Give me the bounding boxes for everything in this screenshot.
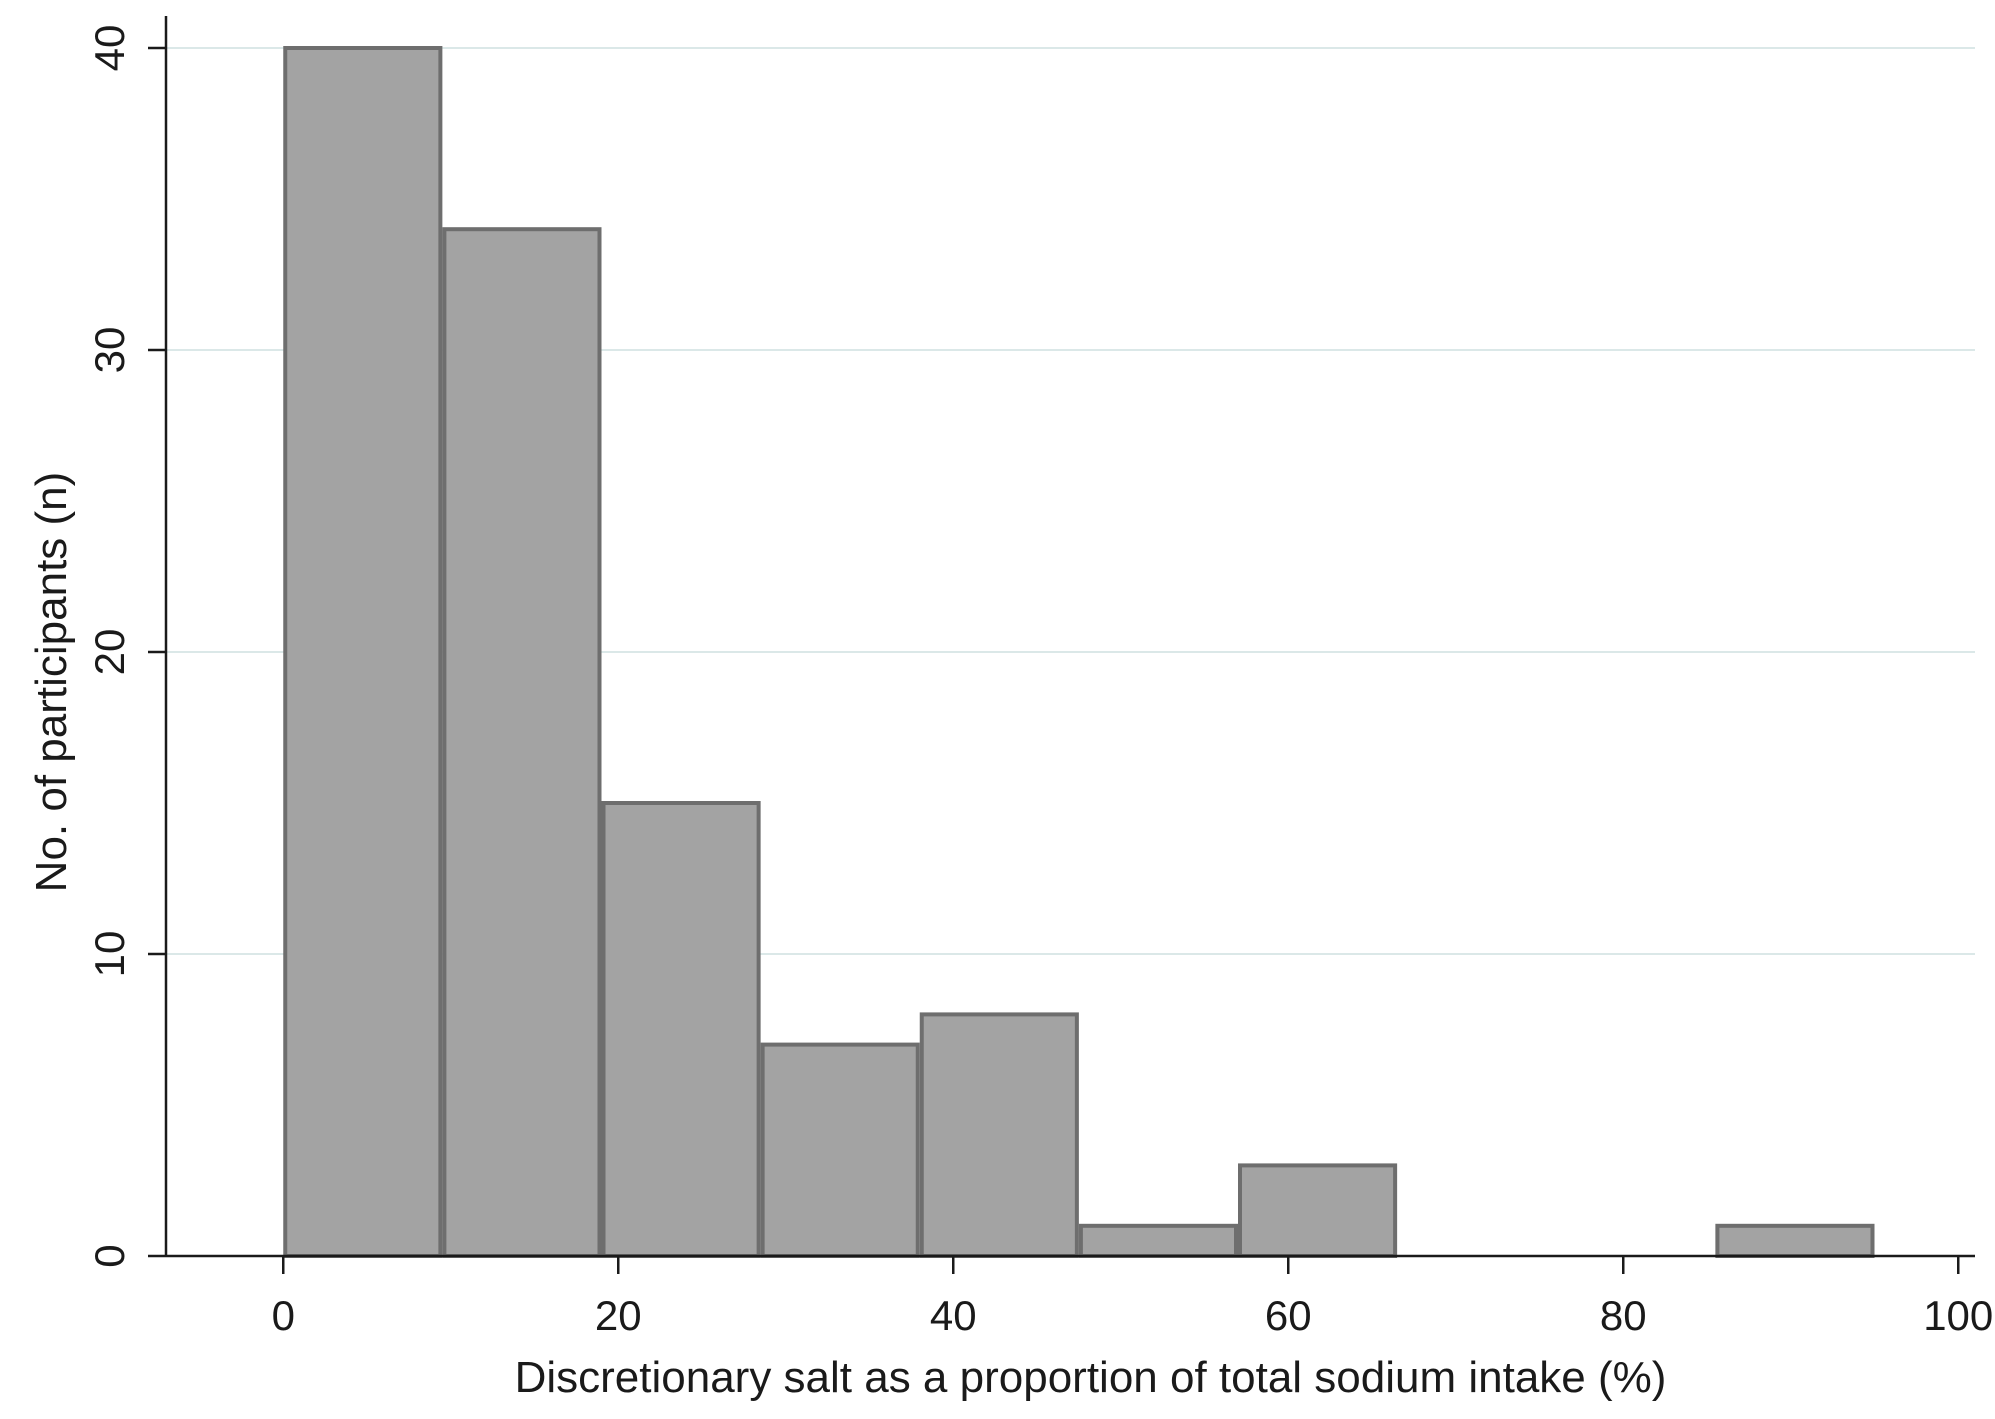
x-tick-label-80: 80 — [1600, 1292, 1647, 1339]
y-tick-label-40: 40 — [86, 25, 133, 72]
y-tick-label-0: 0 — [86, 1244, 133, 1267]
histogram-bar-9 — [1715, 1223, 1875, 1259]
histogram-bar-4 — [919, 1012, 1079, 1259]
x-tick-label-40: 40 — [930, 1292, 977, 1339]
histogram-bar-5 — [1078, 1223, 1238, 1259]
histogram-bar-6 — [1238, 1163, 1398, 1259]
y-tick-label-20: 20 — [86, 629, 133, 676]
x-tick-label-60: 60 — [1265, 1292, 1312, 1339]
y-axis-label: No. of participants (n) — [27, 472, 76, 893]
histogram-bar-1 — [442, 227, 602, 1259]
tick-labels: 0 20 40 60 80 100 0 10 20 30 40 — [86, 25, 1993, 1339]
y-tick-label-10: 10 — [86, 931, 133, 978]
histogram-bar-0 — [283, 46, 443, 1258]
y-tick-label-30: 30 — [86, 327, 133, 374]
x-tick-label-100: 100 — [1923, 1292, 1993, 1339]
axes — [148, 16, 1975, 1274]
histogram-bar-3 — [760, 1042, 920, 1258]
x-tick-label-20: 20 — [595, 1292, 642, 1339]
histogram-bar-2 — [601, 801, 761, 1258]
x-axis-label: Discretionary salt as a proportion of to… — [515, 1353, 1667, 1402]
x-tick-label-0: 0 — [272, 1292, 295, 1339]
